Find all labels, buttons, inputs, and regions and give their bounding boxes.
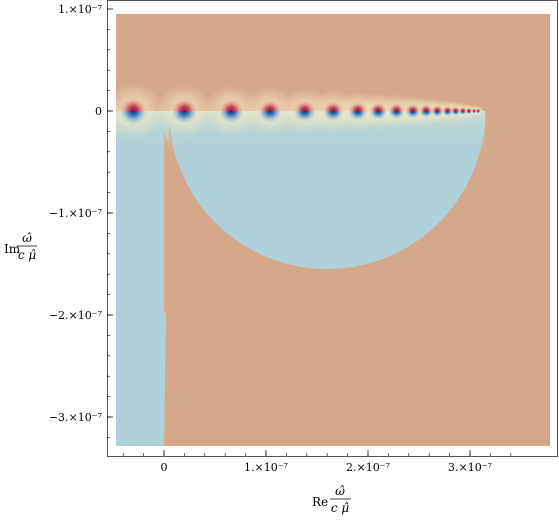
pole-negative-lobe [387,111,406,120]
pole-positive-lobe [430,104,444,111]
pole-positive-lobe [257,98,283,111]
pole-positive-lobe [441,105,454,111]
pole-positive-lobe [322,100,345,111]
pole-negative-lobe [430,111,444,118]
pole [293,99,317,123]
pole-negative-lobe [347,111,368,122]
pole [119,96,148,126]
pole-negative-lobe [170,111,198,125]
y-tick-label: −1.×10⁻⁷ [49,207,103,220]
pole-negative-lobe [475,111,481,114]
pole [257,98,283,124]
cusp-wedge [164,131,192,317]
pole-positive-lobe [405,103,421,111]
stable-region [116,111,486,446]
pole [387,102,406,120]
pole [368,101,388,121]
pole-negative-lobe [368,111,388,121]
plot-frame [107,0,558,457]
pole-positive-lobe [368,101,388,111]
pole-negative-lobe [257,111,283,124]
pole [458,106,468,116]
pole [218,98,245,124]
pole-negative-lobe [322,111,345,122]
x-tick-label: 2.×10⁻⁷ [346,461,391,474]
pole-negative-lobe [441,111,454,117]
y-label-numerator: ω̂ [22,231,32,245]
pole [450,105,461,117]
pole-positive-lobe [458,106,468,111]
x-tick-label: 1.×10⁻⁷ [244,461,289,474]
pole [441,105,454,117]
pole-positive-lobe [293,99,317,111]
pole-negative-lobe [405,111,421,119]
y-axis: 1.×10⁻⁷ 0 −1.×10⁻⁷ −2.×10⁻⁷ −3.×10⁻⁷ [49,3,113,438]
y-tick-label: 1.×10⁻⁷ [58,3,103,16]
y-tick-label: −2.×10⁻⁷ [49,309,103,322]
pole [418,103,434,119]
y-label-prefix: Im [4,242,21,256]
x-label-numerator: ω̂ [335,484,345,498]
x-tick-label: 0 [161,461,168,474]
pole-positive-lobe [465,107,473,111]
pole-positive-lobe [450,105,461,111]
pole-positive-lobe [387,102,406,111]
pole-positive-lobe [475,108,481,111]
pole-negative-lobe [450,111,461,117]
y-label-denominator: c μ̂ [18,248,37,262]
x-label-denominator: c μ̂ [331,501,350,515]
pole-negative-lobe [465,111,473,115]
poles [119,96,481,126]
pole [405,103,421,119]
plot-area [116,14,550,446]
pole-negative-lobe [293,111,317,123]
pole-positive-lobe [347,100,368,111]
pole [475,108,481,114]
pole-negative-lobe [458,111,468,116]
x-tick-label: 3.×10⁻⁷ [448,461,493,474]
x-label-prefix: Re [312,495,328,509]
pole [465,107,473,115]
pole-negative-lobe [418,111,434,119]
pole-positive-lobe [170,97,198,111]
pole [322,100,345,122]
x-axis-label: Re ω̂ c μ̂ [312,484,351,515]
pole-positive-lobe [418,103,434,111]
y-tick-label: −3.×10⁻⁷ [49,411,103,424]
pole [430,104,444,118]
pole [170,97,198,125]
x-axis: 0 1.×10⁻⁷ 2.×10⁻⁷ 3.×10⁻⁷ [122,450,512,474]
pole-negative-lobe [218,111,245,124]
pole-negative-lobe [119,111,148,126]
pole-positive-lobe [119,96,148,111]
pole [347,100,368,122]
y-tick-label: 0 [95,105,102,118]
y-axis-label: Im ω̂ c μ̂ [4,231,37,262]
pole-positive-lobe [218,98,245,111]
